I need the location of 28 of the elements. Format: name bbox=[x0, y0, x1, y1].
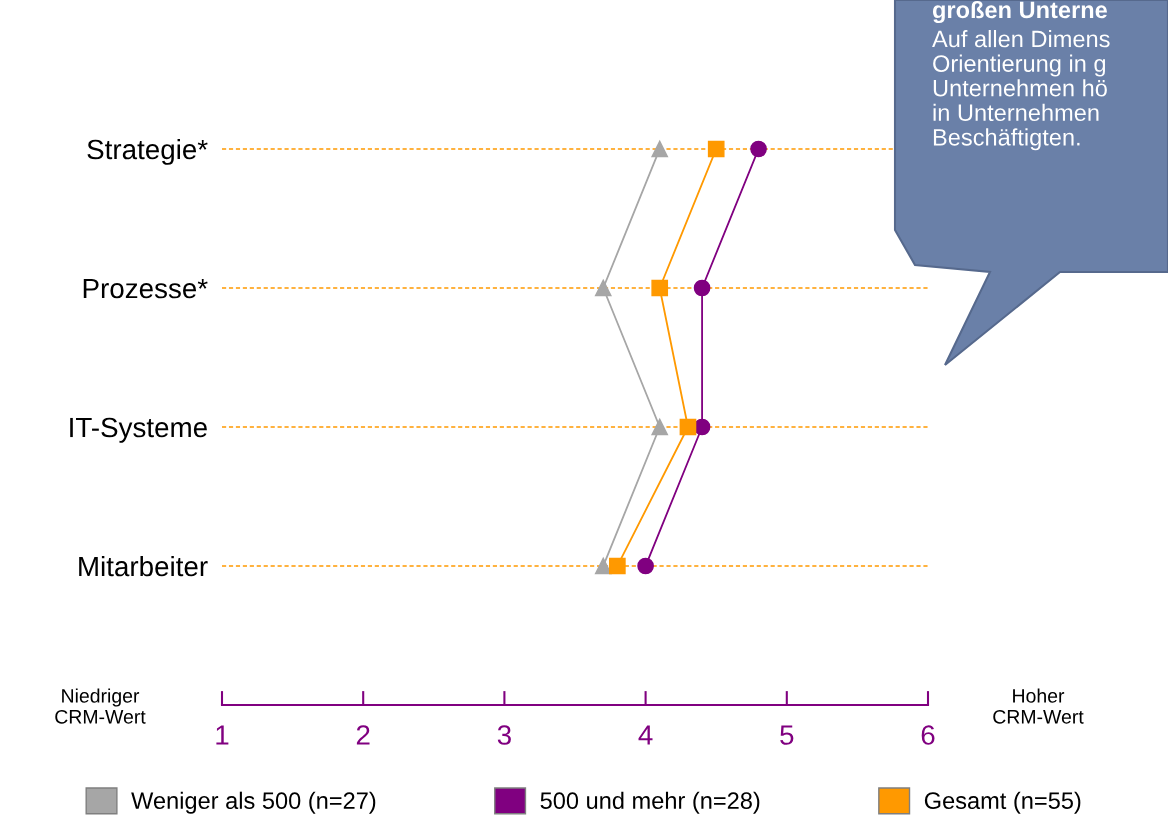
text: Auf allen Dimens Orientierung in g Unternehmen hö in Unternehmen Beschäftigten. bbox=[932, 30, 1110, 151]
x-tick-label: 6 bbox=[921, 725, 935, 745]
legend-label: Gesamt (n=55) bbox=[924, 791, 1081, 814]
x-tick-label: 2 bbox=[356, 725, 370, 745]
legend-label: Weniger als 500 (n=27) bbox=[131, 791, 376, 814]
point bbox=[637, 557, 654, 575]
y-tick-label: Mitarbeiter bbox=[79, 555, 208, 577]
point bbox=[707, 140, 725, 158]
point bbox=[651, 279, 669, 297]
text: Niedriger CRM-Wert bbox=[55, 688, 146, 724]
text: großen Unterne bbox=[932, 0, 1107, 24]
y-tick-label: Prozesse* bbox=[83, 278, 208, 299]
point bbox=[750, 140, 767, 158]
point bbox=[651, 418, 669, 436]
point bbox=[679, 418, 697, 436]
x-tick-label: 4 bbox=[638, 725, 653, 745]
legend-label: 500 und mehr (n=28) bbox=[540, 791, 760, 814]
x-tick-label: 1 bbox=[216, 725, 229, 745]
text: Hoher CRM-Wert bbox=[993, 688, 1084, 724]
x-tick-label: 5 bbox=[780, 725, 794, 745]
point bbox=[594, 279, 612, 297]
y-tick-label: Strategie* bbox=[87, 138, 208, 165]
x-tick-label: 3 bbox=[497, 725, 511, 745]
point bbox=[693, 279, 711, 297]
y-tick-label: IT-Systeme bbox=[70, 417, 207, 443]
point bbox=[594, 557, 612, 575]
point bbox=[651, 140, 669, 158]
point bbox=[609, 557, 626, 575]
